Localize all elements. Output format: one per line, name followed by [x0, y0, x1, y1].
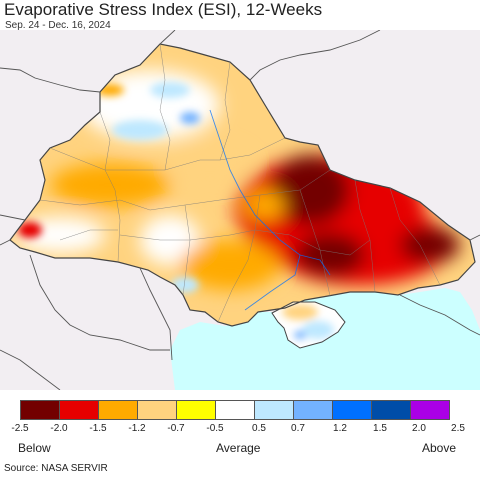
legend-swatch: [371, 400, 411, 420]
legend-tick: -0.7: [167, 423, 185, 434]
rivers: [209, 109, 331, 311]
legend-swatch: [98, 400, 138, 420]
legend-tick: -2.0: [50, 423, 68, 434]
legend-tick: -2.5: [11, 423, 29, 434]
legend-color-bar: [20, 400, 450, 420]
legend-swatch: [137, 400, 177, 420]
legend-tick: -0.5: [206, 423, 224, 434]
legend-swatch: [254, 400, 294, 420]
legend-tick: 1.5: [373, 423, 387, 434]
legend-below-label: Below: [18, 441, 51, 455]
legend-swatch: [176, 400, 216, 420]
legend-swatch: [332, 400, 372, 420]
legend-swatch: [215, 400, 255, 420]
legend-tick: 0.5: [252, 423, 266, 434]
legend-tick: 2.0: [412, 423, 426, 434]
legend-swatch: [59, 400, 99, 420]
legend-swatch: [293, 400, 333, 420]
legend-tick: -1.2: [128, 423, 146, 434]
legend-above-label: Above: [422, 441, 457, 455]
legend-tick: -1.5: [89, 423, 107, 434]
esi-map: [0, 30, 480, 390]
legend-tick: 1.2: [333, 423, 347, 434]
map-title: Evaporative Stress Index (ESI), 12-Weeks: [4, 0, 323, 19]
legend-swatch: [410, 400, 450, 420]
date-range: Sep. 24 - Dec. 16, 2024: [5, 20, 111, 31]
legend-tick: 0.7: [291, 423, 305, 434]
legend-tick: 2.5: [451, 423, 465, 434]
legend-average-label: Average: [216, 441, 261, 455]
source-credit: Source: NASA SERVIR: [4, 463, 108, 474]
legend-ticks: -2.5 -2.0 -1.5 -1.2 -0.7 -0.5 0.5 0.7 1.…: [0, 423, 480, 437]
neighbour-borders: [0, 30, 480, 390]
legend-swatch: [20, 400, 60, 420]
oblast-borders: [39, 43, 441, 323]
